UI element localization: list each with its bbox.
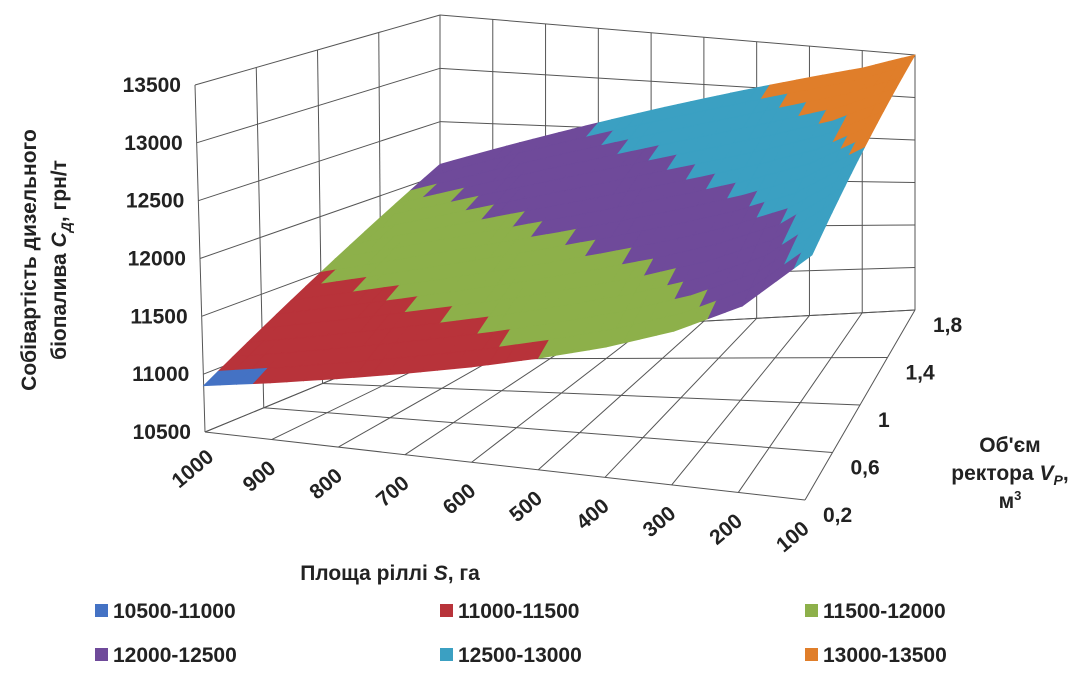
- legend-swatch: [805, 604, 818, 617]
- legend-label: 11500-12000: [823, 600, 946, 623]
- z-tick-label: 13000: [124, 132, 182, 155]
- z-title-part: біопалива: [48, 247, 71, 359]
- z-tick-label: 12000: [128, 248, 186, 271]
- z-tick-label: 13500: [123, 74, 181, 97]
- x-tick-label: 500: [505, 487, 547, 527]
- legend-label: 12000-12500: [113, 644, 237, 667]
- grid-line: [322, 383, 861, 406]
- x-tick-label: 1000: [168, 445, 219, 493]
- legend-label: 12500-13000: [458, 644, 582, 667]
- grid-line: [194, 84, 206, 433]
- x-tick-label: 900: [239, 457, 281, 497]
- x-title-part: , га: [448, 562, 480, 585]
- z-title-line1: Собівартість дизельного: [18, 129, 41, 391]
- x-title-part: S: [434, 562, 448, 585]
- legend-swatch: [440, 604, 453, 617]
- x-title-part: Площа ріллі: [300, 562, 434, 585]
- z-title-line2: біопалива CД, грн/т: [48, 160, 74, 360]
- depth-title-part: м: [999, 490, 1015, 513]
- z-tick-label: 11500: [130, 305, 187, 328]
- x-tick-label: 700: [372, 472, 414, 512]
- legend-swatch: [95, 604, 108, 617]
- x-tick-label: 200: [705, 509, 747, 549]
- x-tick-label: 800: [305, 464, 347, 504]
- z-title-part: C: [48, 231, 71, 247]
- x-tick-label: 300: [639, 502, 681, 542]
- depth-tick-label: 1,8: [933, 314, 963, 337]
- x-tick-label: 600: [439, 479, 481, 519]
- grid-line: [204, 431, 806, 501]
- legend-label: 11000-11500: [458, 600, 579, 623]
- depth-tick-label: 1: [878, 409, 890, 432]
- z-tick-label: 10500: [133, 421, 191, 444]
- legend-label: 13000-13500: [823, 644, 947, 667]
- depth-title-line2: ректора VP,: [951, 462, 1068, 488]
- legend-swatch: [440, 648, 453, 661]
- depth-title-part: P: [1054, 472, 1064, 488]
- depth-tick-label: 0,2: [823, 504, 852, 527]
- depth-tick-label: 0,6: [851, 457, 880, 480]
- depth-tick-label: 1,4: [906, 362, 936, 385]
- surface-patch: [793, 239, 820, 269]
- x-tick-label: 400: [572, 494, 614, 534]
- grid-line: [439, 14, 916, 56]
- depth-title-part: ректора: [951, 462, 1039, 485]
- depth-title-line3: м3: [999, 488, 1022, 513]
- legend-swatch: [805, 648, 818, 661]
- legend-swatch: [95, 648, 108, 661]
- z-tick-label: 12500: [126, 190, 184, 213]
- grid-line: [263, 407, 833, 453]
- legend-label: 10500-11000: [113, 600, 236, 623]
- z-tick-label: 11000: [132, 363, 189, 386]
- depth-title-part: V: [1040, 462, 1056, 485]
- depth-title-line1: Об'єм: [979, 434, 1040, 457]
- depth-title-part: ,: [1063, 462, 1069, 485]
- z-title-part: Д: [58, 222, 74, 233]
- x-title: Площа ріллі S, га: [300, 562, 480, 585]
- depth-title-part: 3: [1014, 488, 1021, 503]
- z-title-part: , грн/т: [48, 160, 71, 222]
- x-tick-label: 100: [772, 517, 814, 557]
